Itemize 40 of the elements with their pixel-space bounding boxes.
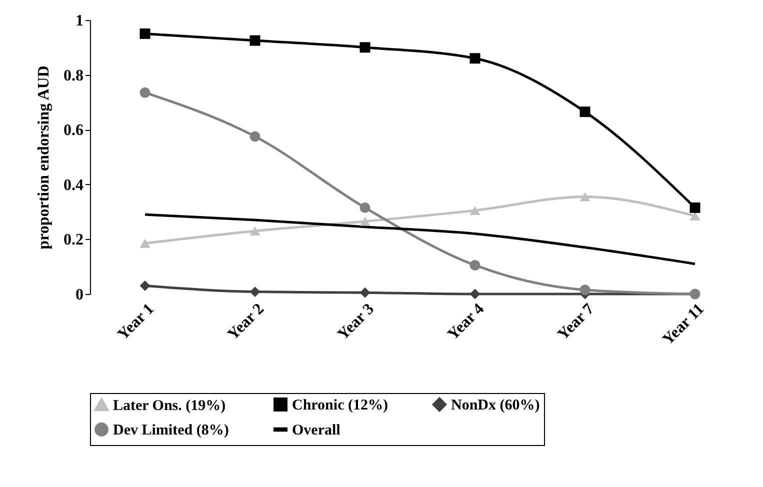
line-series xyxy=(144,213,696,266)
x-tick-label: Year 3 xyxy=(334,300,378,344)
point xyxy=(250,35,260,46)
point xyxy=(470,53,480,64)
y-axis-title: proportion endorsing AUD xyxy=(36,66,52,250)
x-tick-label: Year 11 xyxy=(660,300,708,348)
y-tick-label: 0 xyxy=(76,286,84,304)
legend-label: Chronic (12%) xyxy=(292,398,388,414)
point xyxy=(360,42,370,53)
legend-label: Later Ons. (19%) xyxy=(113,398,226,414)
point xyxy=(360,287,370,298)
point xyxy=(250,131,260,142)
y-tick-label: 0.2 xyxy=(64,232,84,249)
point xyxy=(580,284,590,296)
point xyxy=(140,87,150,98)
point xyxy=(360,216,370,226)
legend-label: NonDx (60%) xyxy=(451,398,540,414)
point xyxy=(580,106,590,118)
y-tick-label: 0.6 xyxy=(64,122,84,140)
point xyxy=(470,260,480,270)
point xyxy=(580,192,590,202)
point xyxy=(470,288,480,300)
point xyxy=(250,226,260,236)
point xyxy=(140,28,150,39)
legend-label: Dev Limited (8%) xyxy=(113,422,229,438)
point xyxy=(470,206,480,215)
x-tick-label: Year 2 xyxy=(224,300,268,344)
point xyxy=(690,202,700,213)
point xyxy=(250,286,260,298)
legend-label: Overall xyxy=(292,422,340,438)
x-tick-label: Year 1 xyxy=(114,300,158,344)
y-tick-label: 1 xyxy=(76,12,84,30)
y-tick-label: 0.4 xyxy=(64,176,84,194)
point xyxy=(140,238,150,248)
point xyxy=(360,202,370,213)
x-tick-label: Year 4 xyxy=(444,300,488,344)
point xyxy=(690,211,700,220)
y-tick-label: 0.8 xyxy=(64,67,84,84)
point xyxy=(140,280,150,292)
x-tick-label: Year 7 xyxy=(554,300,598,344)
